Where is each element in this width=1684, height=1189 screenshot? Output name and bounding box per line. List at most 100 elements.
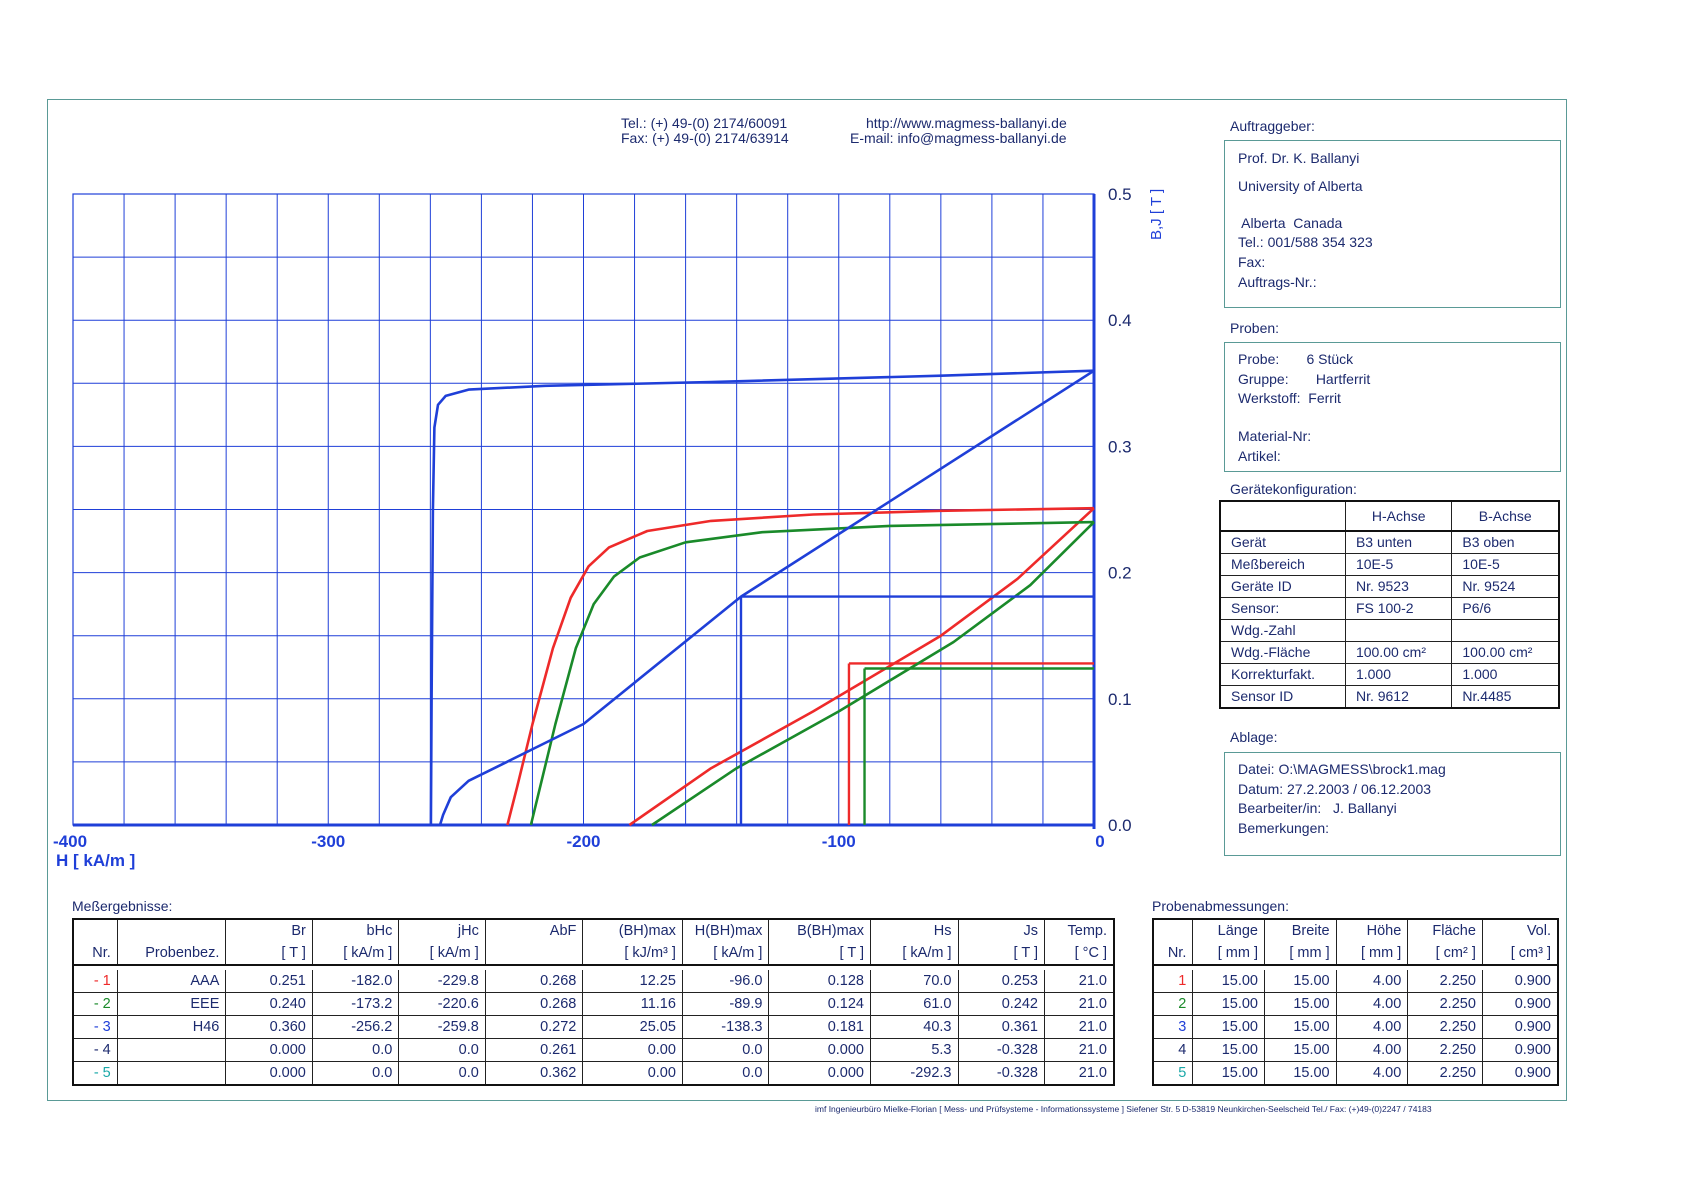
config-header: [1219, 500, 1346, 532]
results-cell: AAA: [116, 970, 227, 993]
results-cell: 0.0: [398, 1061, 486, 1086]
config-title: Gerätekonfiguration:: [1230, 481, 1357, 497]
contact-email[interactable]: E-mail: info@magmess-ballanyi.de: [850, 130, 1067, 146]
results-cell: 21.0: [1043, 1015, 1115, 1039]
results-cell: -173.2: [311, 992, 400, 1016]
results-title: Meßergebnisse:: [72, 898, 173, 914]
x-tick-label: -100: [822, 832, 856, 851]
results-cell: 0.261: [484, 1038, 584, 1062]
results-cell: -0.328: [957, 1038, 1045, 1062]
dimensions-cell: 4.00: [1335, 1015, 1409, 1039]
config-cell: Sensor ID: [1219, 685, 1346, 709]
results-cell: -229.8: [398, 970, 486, 993]
results-cell: H46: [116, 1015, 227, 1039]
config-cell: 10E-5: [1451, 553, 1560, 576]
results-cell: - 4: [72, 1038, 118, 1062]
dimensions-cell: 1: [1152, 970, 1194, 993]
results-header: [484, 942, 584, 966]
results-cell: -96.0: [681, 970, 770, 993]
results-cell: 0.0: [681, 1038, 770, 1062]
results-cell: 0.362: [484, 1061, 584, 1086]
dimensions-header: [ cm³ ]: [1481, 942, 1559, 966]
results-cell: - 5: [72, 1061, 118, 1086]
config-cell: Geräte ID: [1219, 575, 1346, 598]
results-row: - 2 EEE 0.240 -173.2 -220.6 0.268 11.16 -89.9 0.…: [72, 992, 1115, 1016]
dimensions-cell: 4.00: [1335, 1061, 1409, 1086]
results-row: - 5 0.000 0.0 0.0 0.362 0.00 0.0 0.000 -292.3 -0.…: [72, 1061, 1115, 1086]
results-cell: 21.0: [1043, 1038, 1115, 1062]
config-cell: 100.00 cm²: [1344, 641, 1453, 664]
config-cell: 1.000: [1451, 663, 1560, 686]
dimensions-cell: 2.250: [1407, 992, 1483, 1016]
proben-line: Werkstoff: Ferrit: [1238, 390, 1341, 406]
contact-fax: Fax: (+) 49-(0) 2174/63914: [621, 130, 789, 146]
results-cell: 0.00: [582, 1061, 683, 1086]
results-cell: 0.181: [768, 1015, 871, 1039]
y-tick-label: 0.2: [1108, 564, 1132, 583]
dimensions-cell: 4.00: [1335, 970, 1409, 993]
dimensions-header: [ mm ]: [1192, 942, 1265, 966]
results-header: bHc: [311, 919, 400, 942]
results-header: [ kA/m ]: [398, 942, 486, 966]
dimensions-cell: 15.00: [1192, 1015, 1265, 1039]
auftraggeber-line: Tel.: 001/588 354 323: [1238, 234, 1373, 250]
results-header: Nr.: [72, 942, 118, 966]
results-cell: - 1: [72, 970, 118, 993]
contact-web[interactable]: http://www.magmess-ballanyi.de: [866, 115, 1067, 131]
dimensions-header: [ mm ]: [1263, 942, 1337, 966]
x-tick-label: -400: [53, 832, 87, 851]
results-header: [ °C ]: [1043, 942, 1115, 966]
results-cell: 70.0: [870, 970, 959, 993]
results-cell: 0.000: [768, 1061, 871, 1086]
dimensions-header: Länge: [1192, 919, 1265, 942]
results-header: Temp.: [1043, 919, 1115, 942]
results-table: Br bHc jHc AbF (BH)max H(BH)max B(BH)max Hs Js Te…: [72, 918, 1115, 1086]
dimensions-row: 4 15.00 15.00 4.00 2.250 0.900: [1152, 1038, 1559, 1062]
config-header: B-Achse: [1451, 500, 1560, 532]
results-cell: [116, 1038, 227, 1062]
results-header: Br: [225, 919, 313, 942]
config-cell: Wdg.-Fläche: [1219, 641, 1346, 664]
dimensions-cell: 15.00: [1192, 992, 1265, 1016]
ablage-line: Bemerkungen:: [1238, 820, 1330, 836]
dimensions-cell: 15.00: [1263, 1061, 1337, 1086]
auftraggeber-line: Auftrags-Nr.:: [1238, 274, 1317, 290]
results-header: [ T ]: [957, 942, 1045, 966]
y-tick-label: 0.4: [1108, 311, 1132, 330]
config-cell: B3 oben: [1451, 530, 1560, 554]
results-cell: -138.3: [681, 1015, 770, 1039]
results-header: [ T ]: [768, 942, 871, 966]
series-2-b-curve: [651, 521, 1095, 827]
results-cell: -259.8: [398, 1015, 486, 1039]
dimensions-cell: 3: [1152, 1015, 1194, 1039]
results-header: Hs: [870, 919, 959, 942]
dimensions-cell: 2.250: [1407, 1015, 1483, 1039]
dimensions-header: Nr.: [1152, 942, 1194, 966]
ablage-line: Bearbeiter/in: J. Ballanyi: [1238, 800, 1397, 816]
results-header: [ T ]: [225, 942, 313, 966]
results-header: [ kA/m ]: [870, 942, 959, 966]
dimensions-title: Probenabmessungen:: [1152, 898, 1289, 914]
series-2-j-curve: [529, 520, 1095, 826]
page-frame: [47, 99, 1567, 1101]
results-cell: -292.3: [870, 1061, 959, 1086]
results-cell: 0.240: [225, 992, 313, 1016]
dimensions-cell: 15.00: [1263, 992, 1337, 1016]
dimensions-cell: 0.900: [1481, 1038, 1559, 1062]
ablage-title: Ablage:: [1230, 729, 1278, 745]
auftraggeber-box: [1224, 140, 1561, 308]
proben-box: [1224, 342, 1561, 472]
config-cell: Meßbereich: [1219, 553, 1346, 576]
results-cell: 61.0: [870, 992, 959, 1016]
x-tick-label: 0: [1095, 832, 1104, 851]
config-cell: Nr. 9523: [1344, 575, 1453, 598]
config-cell: P6/6: [1451, 597, 1560, 620]
results-cell: 25.05: [582, 1015, 683, 1039]
y-tick-label: 0.0: [1108, 816, 1132, 835]
x-tick-label: -200: [566, 832, 600, 851]
dimensions-cell: 4.00: [1335, 992, 1409, 1016]
config-cell: Nr. 9612: [1344, 685, 1453, 709]
dimensions-header: Breite: [1263, 919, 1337, 942]
results-row: - 1 AAA 0.251 -182.0 -229.8 0.268 12.25 -96.0 0.…: [72, 970, 1115, 993]
